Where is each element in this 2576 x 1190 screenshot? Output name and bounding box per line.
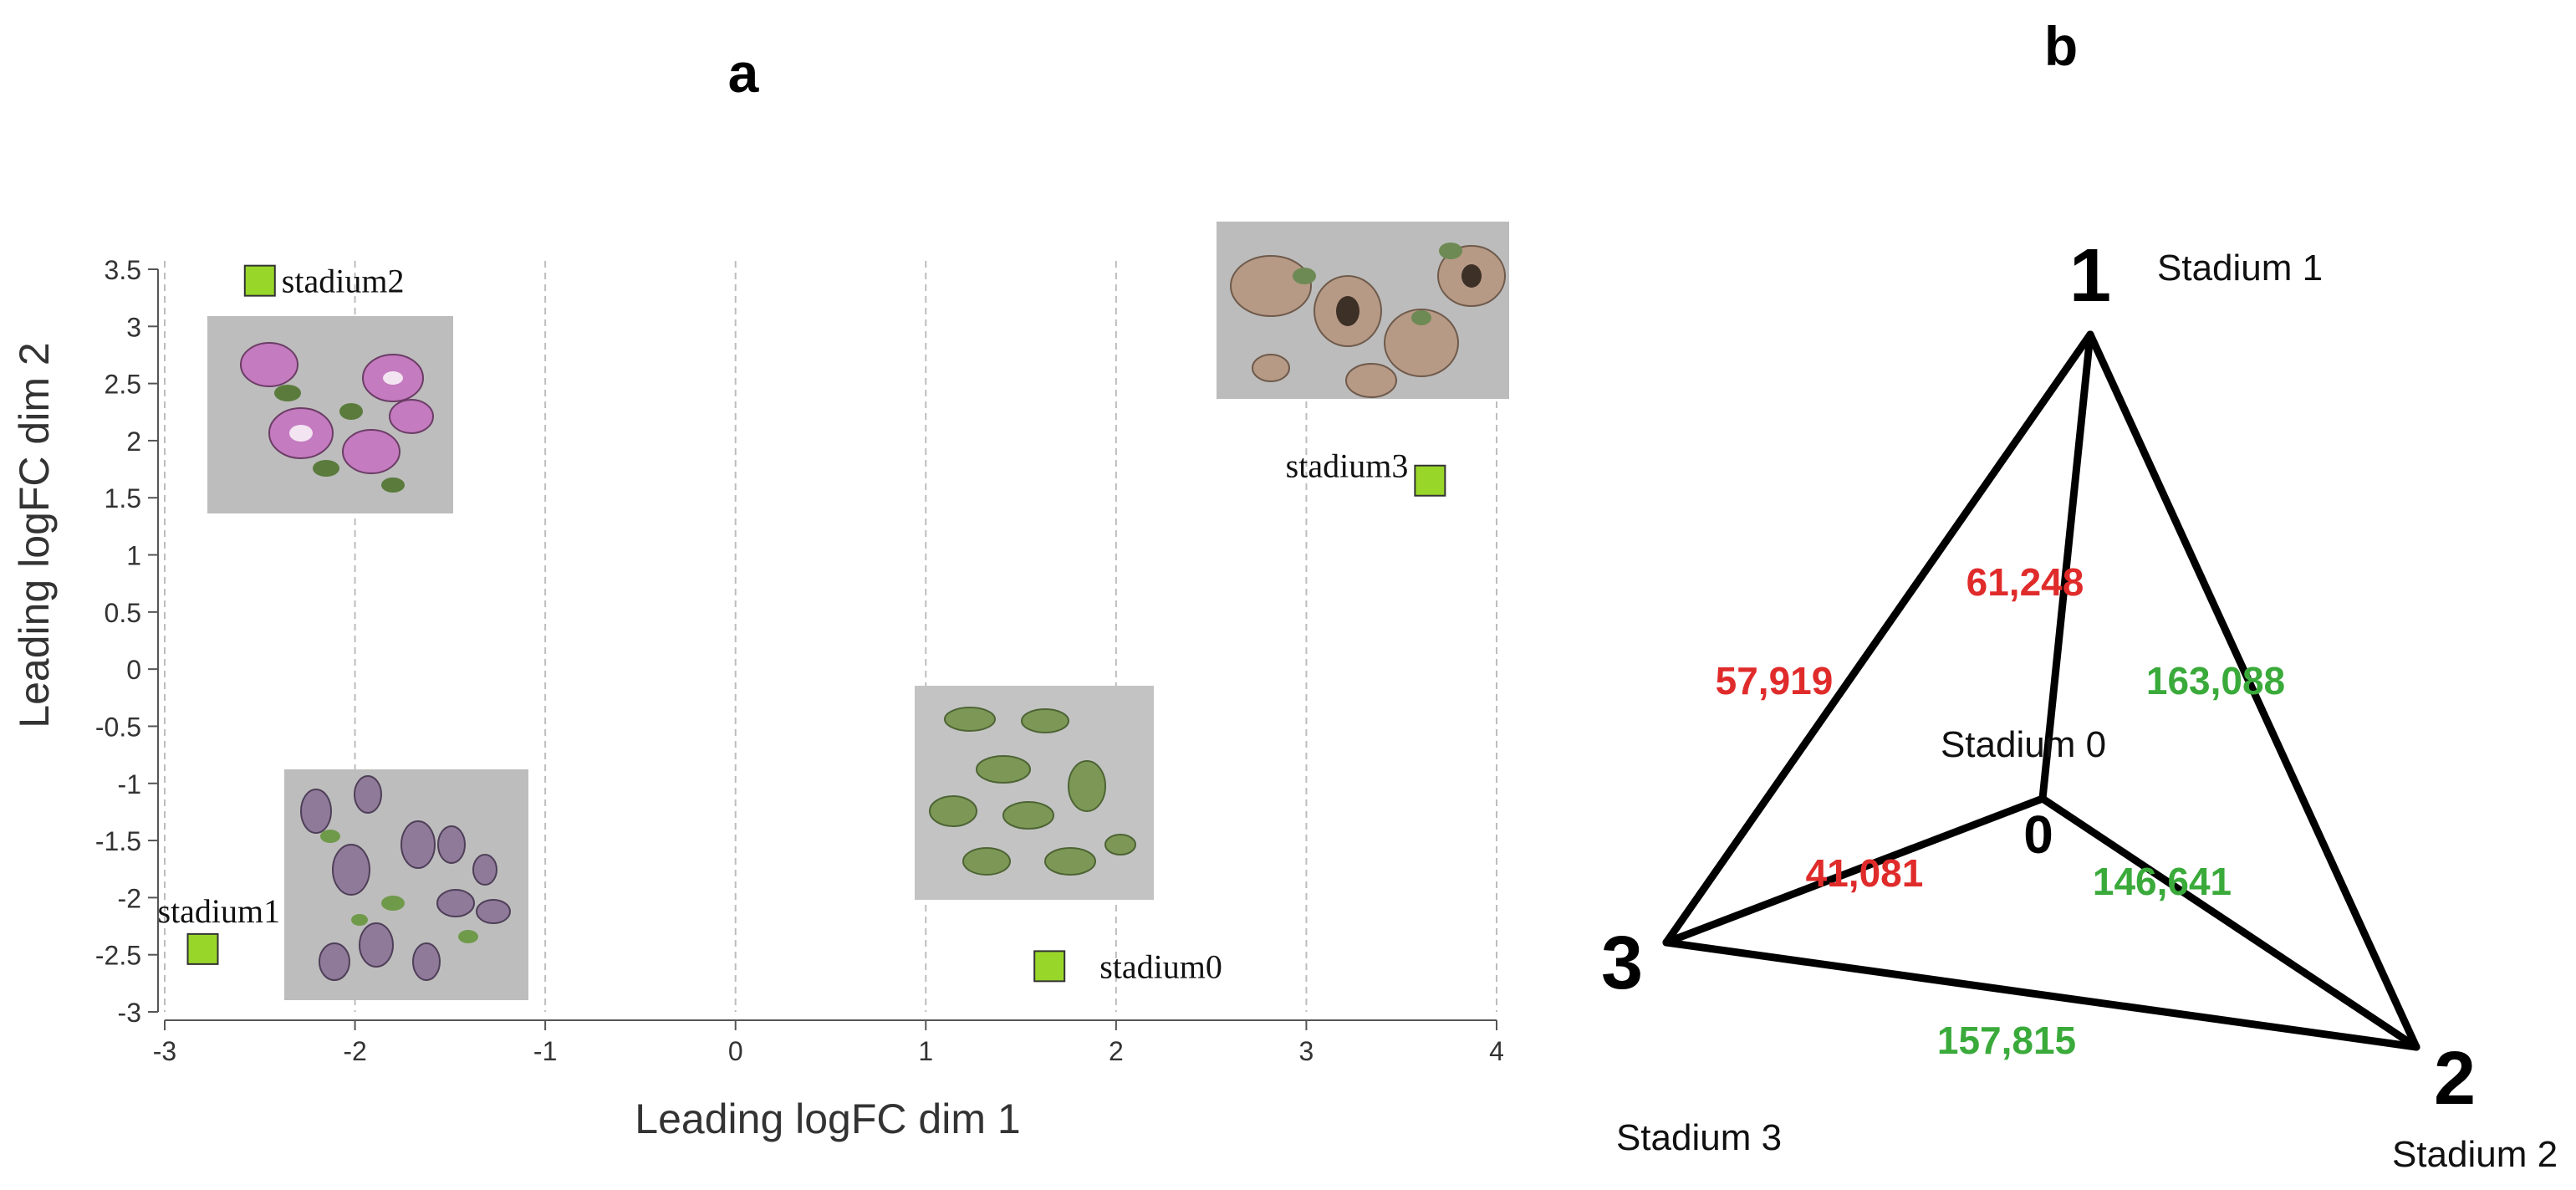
edge-0-3 [1662, 794, 2047, 947]
edge-value-label: 157,815 [1937, 1019, 2076, 1062]
node-name-0: Stadium 0 [1941, 724, 2106, 765]
y-tick-label: 0.5 [105, 598, 141, 628]
edge-value-labels: 61,248 57,919 163,088 41,081 146,641 157,815 [1716, 560, 2285, 1062]
x-axis-label: Leading logFC dim 1 [635, 1096, 1020, 1142]
x-tick-label: -3 [153, 1036, 176, 1066]
point-label: stadium0 [1099, 947, 1222, 985]
point-stadium1 [186, 932, 219, 965]
x-tick-label: 2 [1109, 1036, 1124, 1066]
node-number-3: 3 [1601, 922, 1643, 1005]
edge-1-3 [1662, 330, 2094, 947]
photo-dried-flowers [1217, 222, 1509, 399]
node-name-1: Stadium 1 [2157, 248, 2323, 289]
y-tick-label: -0.5 [95, 712, 141, 742]
point-label: stadium1 [158, 892, 281, 930]
y-tick-label: -2 [118, 883, 141, 913]
node-number-0: 0 [2023, 804, 2053, 865]
photos [207, 222, 1509, 1000]
point-label: stadium2 [282, 263, 405, 300]
edge-value-label: 146,641 [2093, 860, 2232, 903]
point-stadium0 [1033, 950, 1066, 983]
photo-green-buds [915, 686, 1154, 900]
edge-3-2 [1662, 938, 2420, 1051]
y-tick-label: -1.5 [95, 826, 141, 856]
y-axis-label: Leading logFC dim 2 [11, 342, 58, 728]
y-tick-label: 3.5 [105, 255, 141, 285]
x-tick-label: -2 [343, 1036, 366, 1066]
edge-0-1 [2038, 330, 2094, 803]
x-tick-label: 4 [1489, 1036, 1504, 1066]
point-stadium3 [1414, 464, 1446, 497]
edge-value-label: 57,919 [1716, 659, 1834, 702]
data-points: stadium2 stadium3 stadium1 stadium0 [158, 263, 1446, 985]
panel-label-a: a [728, 42, 760, 104]
y-tick-label: -3 [118, 998, 141, 1028]
diagram-edges [1662, 330, 2420, 1051]
node-name-3: Stadium 3 [1616, 1117, 1782, 1158]
y-tick-label: 2.5 [105, 370, 141, 400]
point-label: stadium3 [1286, 447, 1409, 485]
y-tick-label: 2 [126, 426, 141, 457]
edge-value-label: 41,081 [1806, 851, 1924, 895]
x-tick-label: 1 [918, 1036, 933, 1066]
edge-value-label: 163,088 [2146, 659, 2285, 702]
y-tick-label: 1.5 [105, 483, 141, 513]
axes: -3 -2.5 -2 -1.5 -1 -0.5 0 0.5 1 1.5 2 2.5 3 3.5 -3 -2 -1… [95, 255, 1504, 1066]
x-tick-label: 0 [728, 1036, 743, 1066]
edge-1-2 [2086, 330, 2420, 1051]
node-name-2: Stadium 2 [2392, 1134, 2558, 1175]
diagram-nodes: 1 Stadium 1 2 Stadium 2 3 Stadium 3 0 Stadium 0 [1601, 234, 2558, 1175]
photo-flower-buds [284, 769, 528, 1000]
y-tick-label: -2.5 [95, 941, 141, 971]
y-tick-label: 0 [126, 655, 141, 685]
scatter-plot: -3 -2.5 -2 -1.5 -1 -0.5 0 0.5 1 1.5 2 2.5 3 3.5 -3 -2 -1… [11, 222, 1509, 1142]
point-stadium2 [243, 264, 276, 297]
photo-purple-flowers [207, 316, 453, 513]
edge-0-2 [2038, 794, 2420, 1051]
x-tick-label: 3 [1299, 1036, 1314, 1066]
panel-label-b: b [2044, 15, 2078, 77]
y-tick-label: 3 [126, 312, 141, 342]
node-number-2: 2 [2434, 1037, 2476, 1121]
y-tick-label: -1 [118, 769, 141, 799]
y-tick-label: 1 [126, 541, 141, 571]
node-number-1: 1 [2069, 234, 2111, 318]
edge-value-label: 61,248 [1966, 560, 2084, 604]
x-tick-label: -1 [533, 1036, 557, 1066]
